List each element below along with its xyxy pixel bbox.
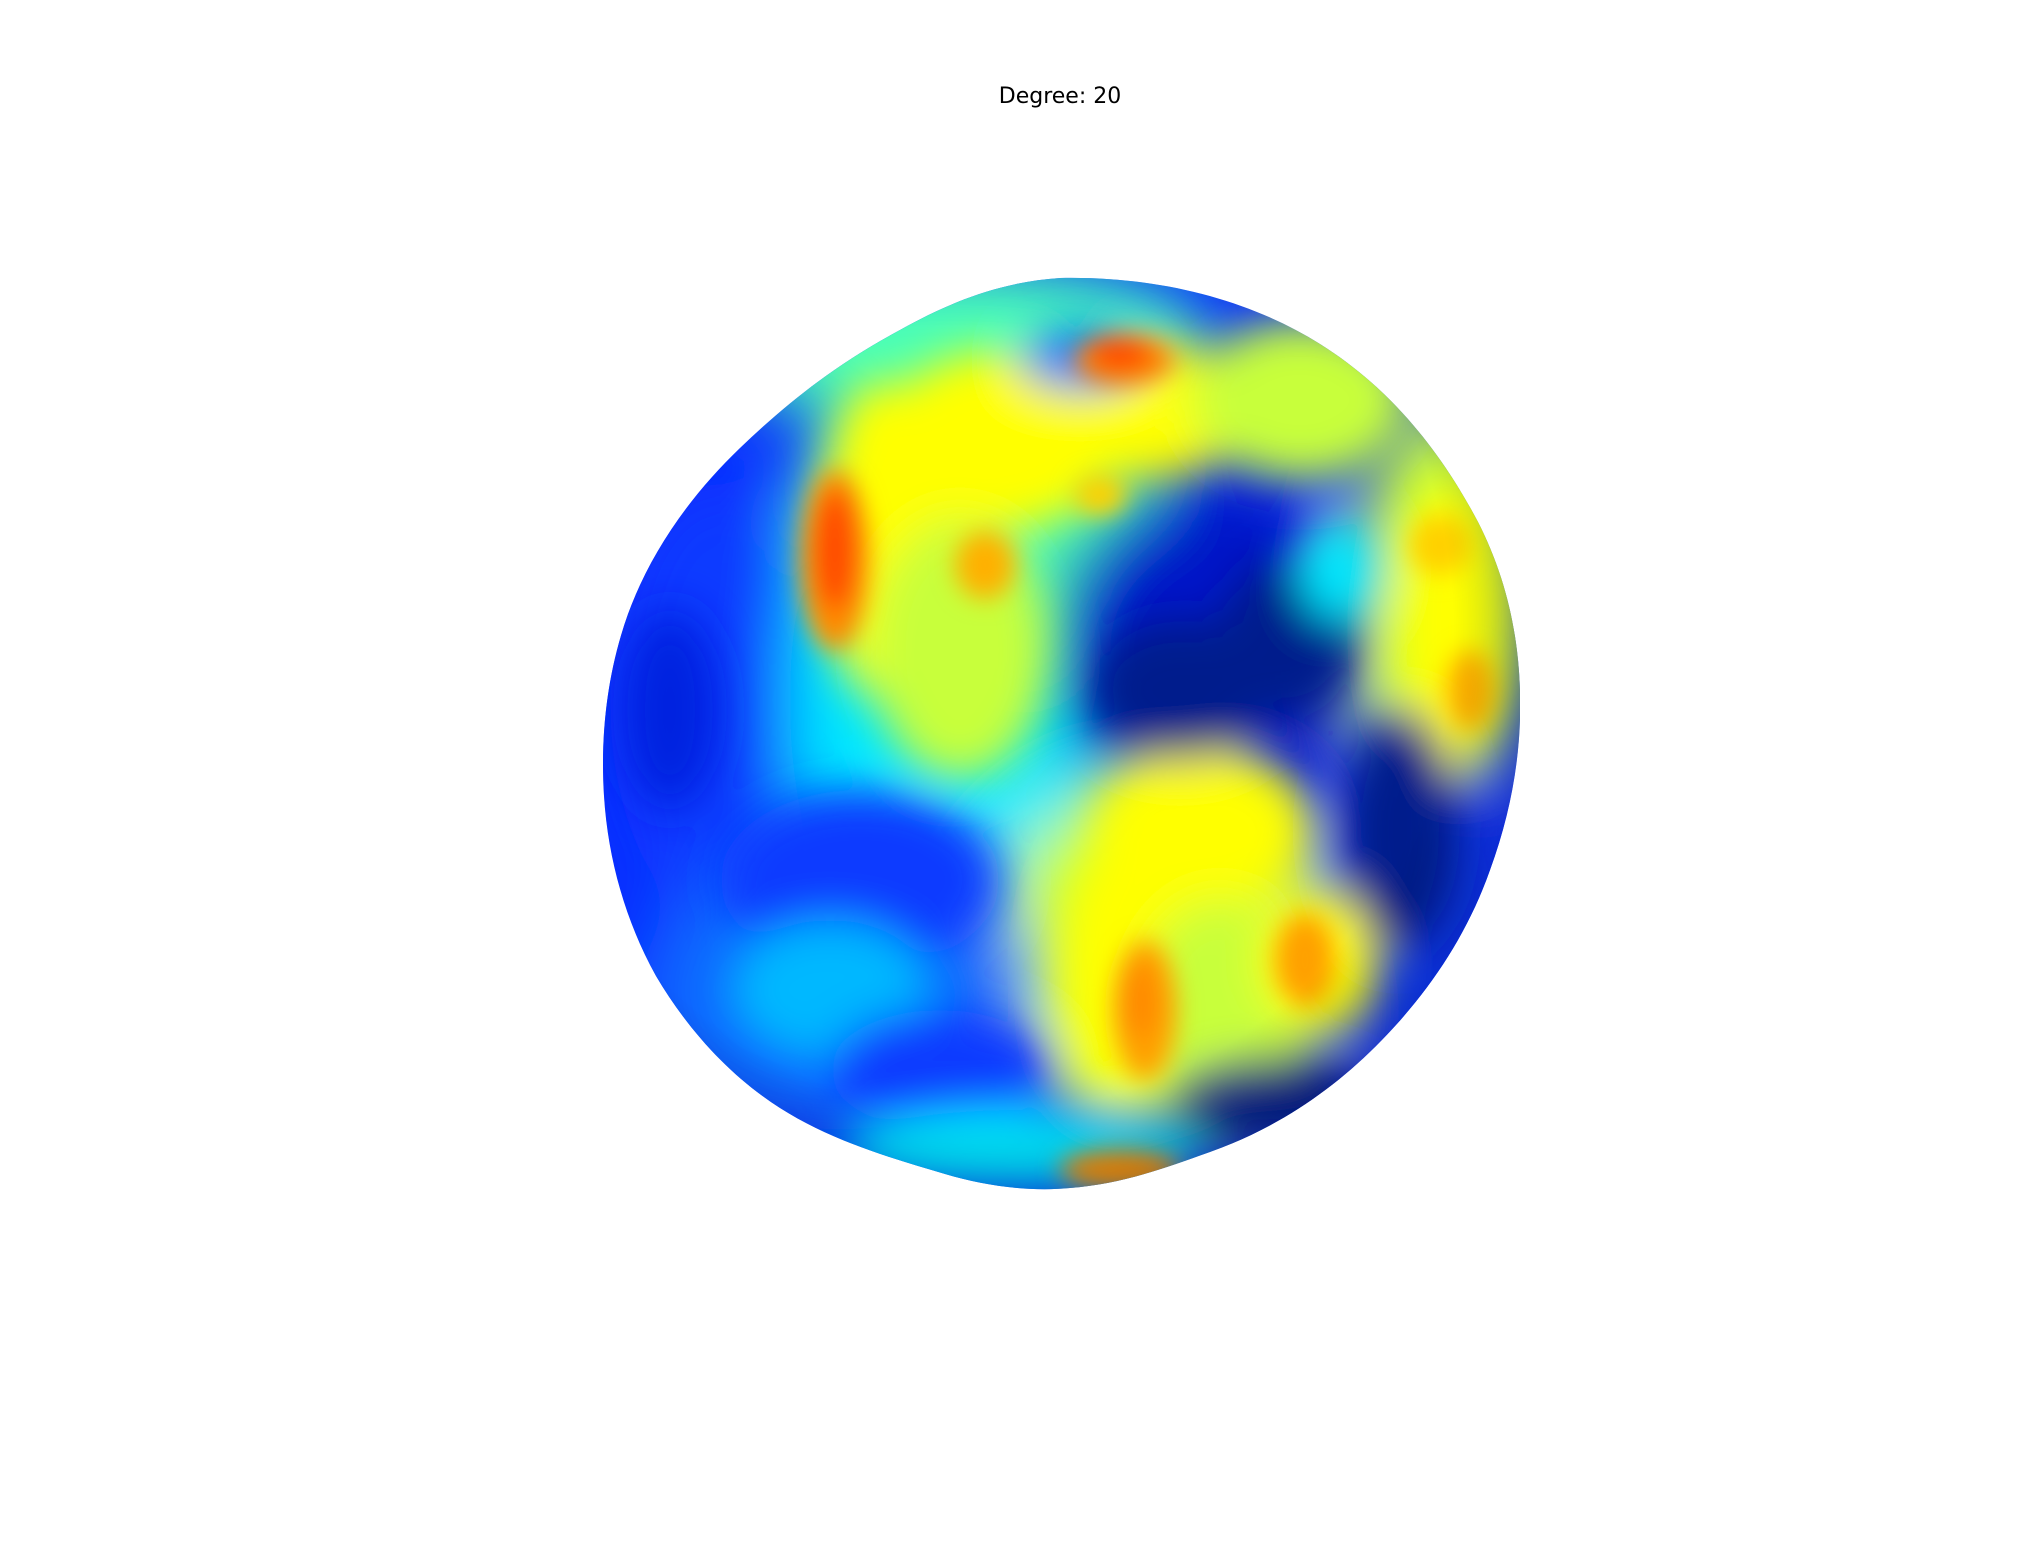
limb-shading bbox=[603, 277, 1520, 1190]
spherical-harmonic-sphere bbox=[600, 270, 1520, 1220]
figure-title: Degree: 20 bbox=[998, 84, 1122, 109]
sphere-render bbox=[603, 277, 1520, 1190]
